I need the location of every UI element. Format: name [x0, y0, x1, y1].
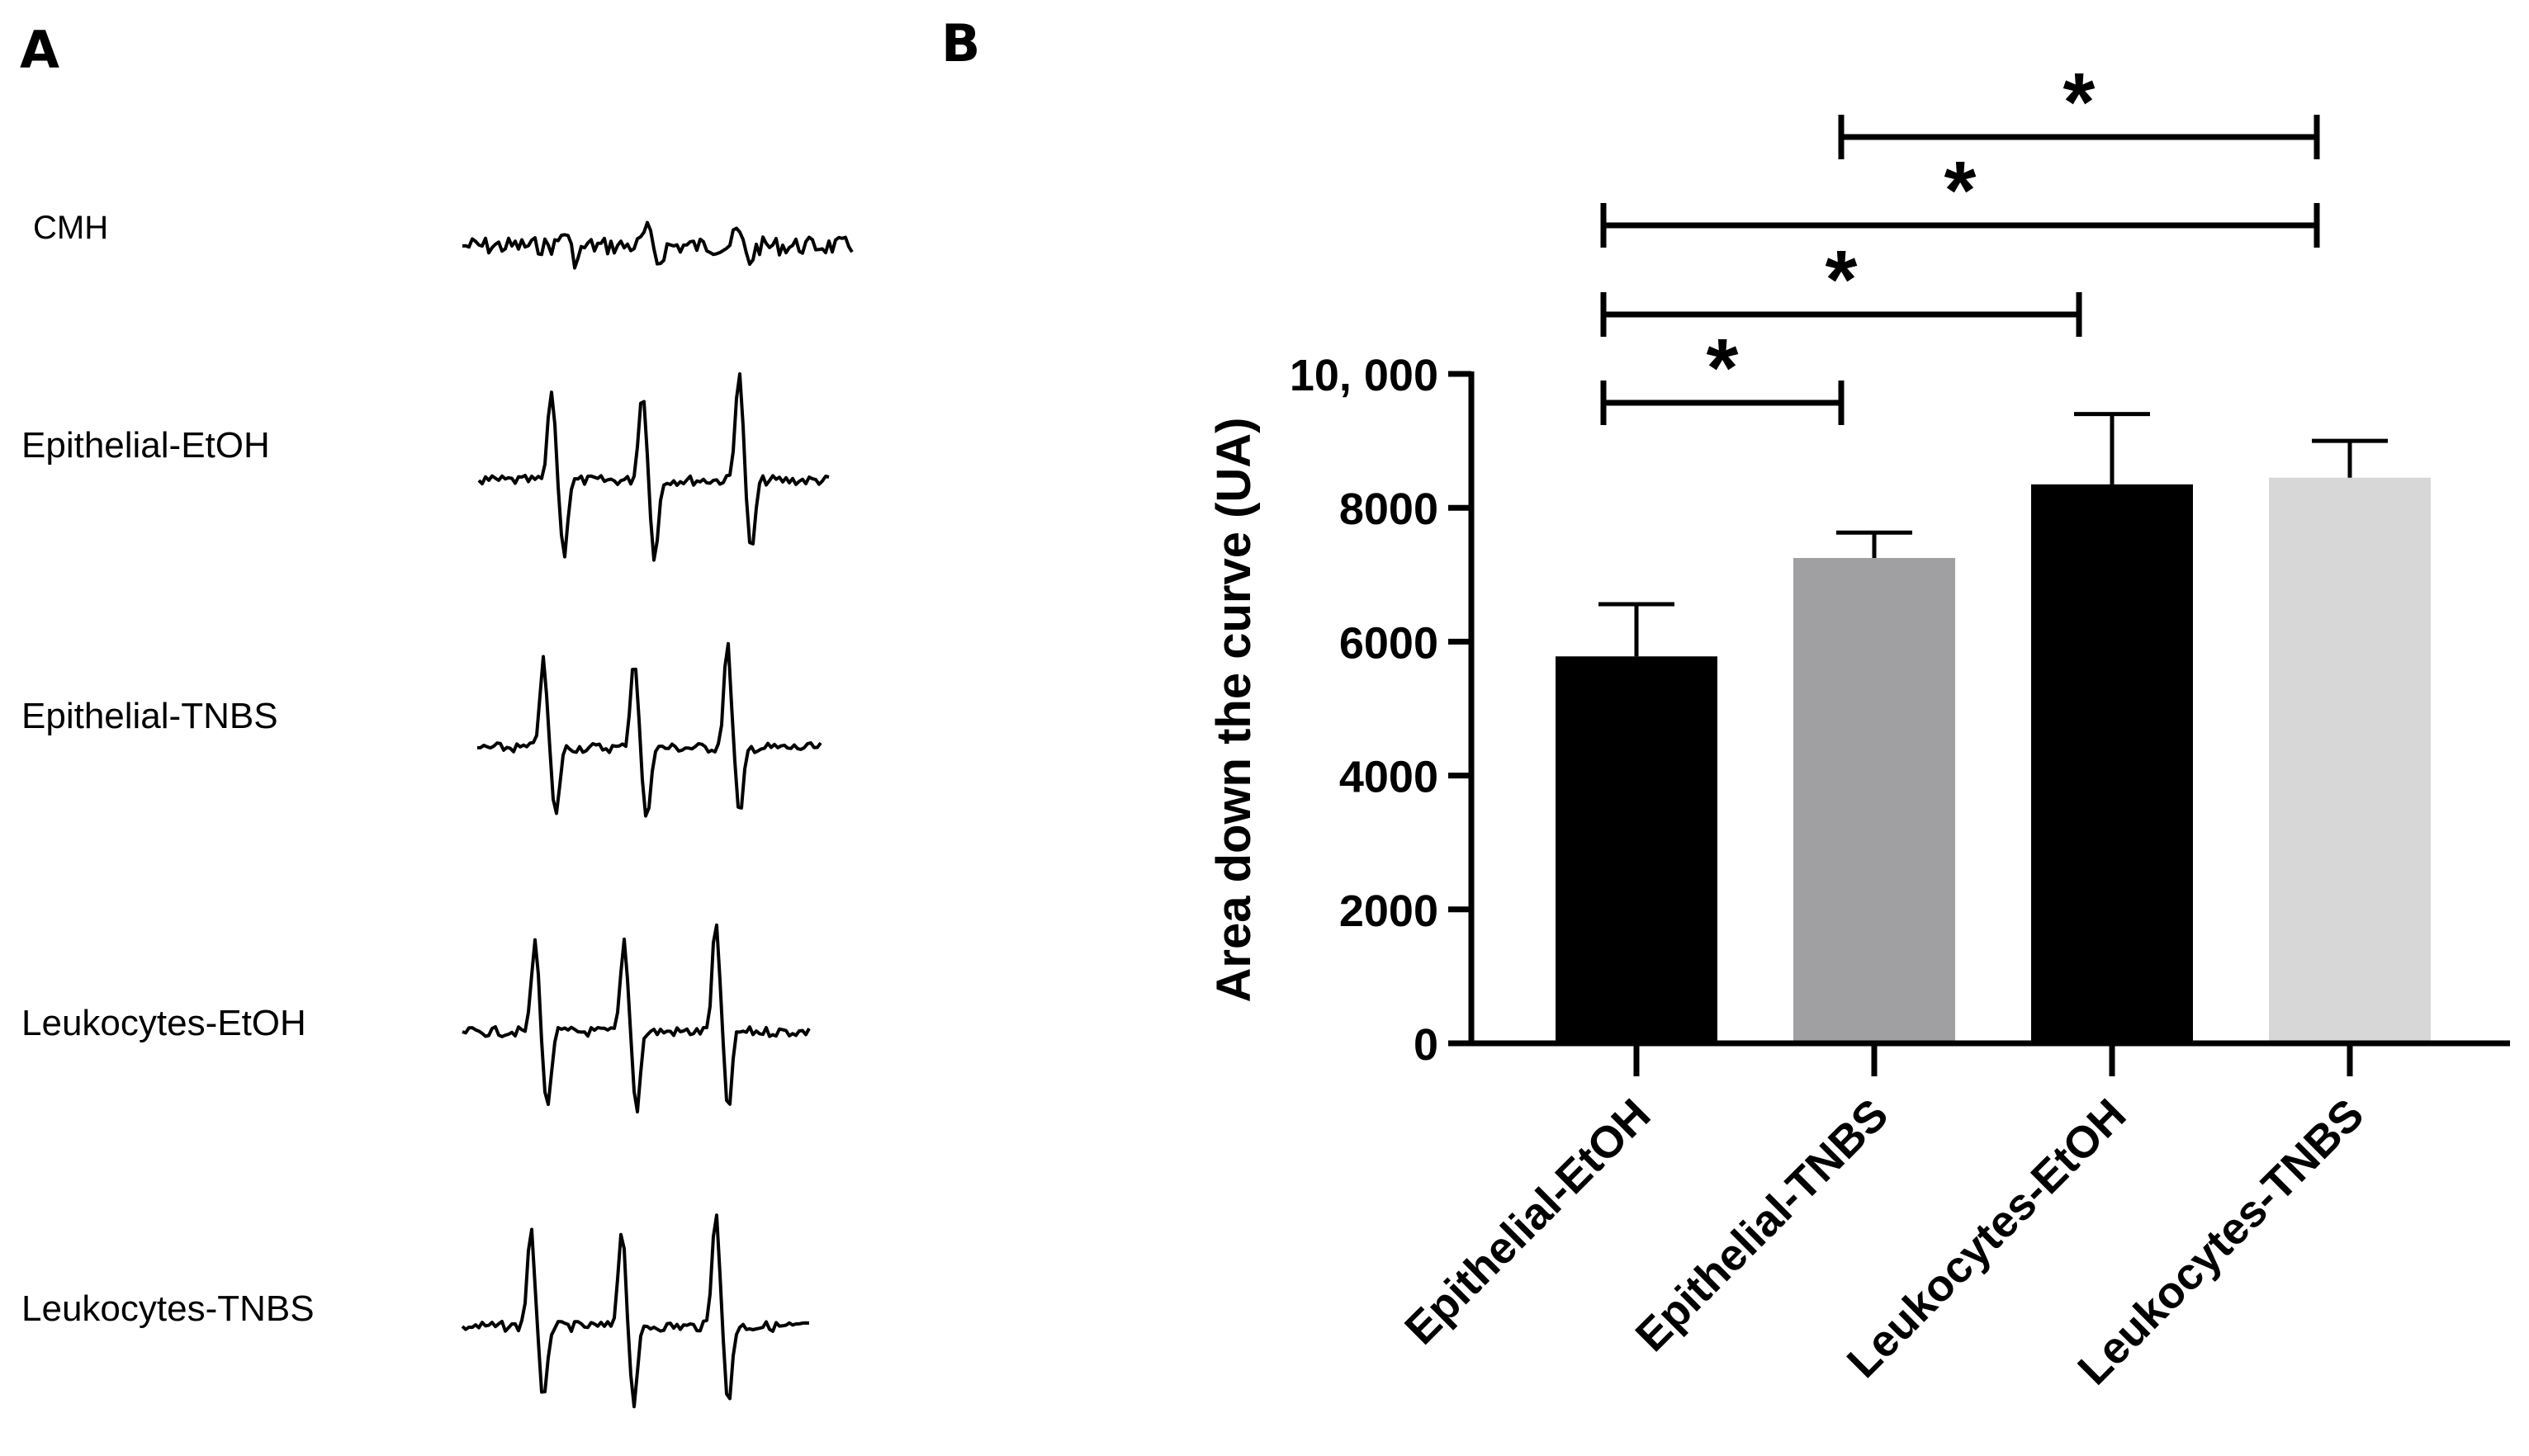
- y-tick-label-3: 6000: [1339, 618, 1438, 668]
- panel-a-label: A: [20, 20, 59, 80]
- y-axis-label: Area down the curve (UA): [1207, 418, 1261, 1003]
- bar-2: [2031, 484, 2193, 1043]
- trace-epithelial-tnbs: [476, 641, 822, 818]
- trace-leukocytes-etoh: [462, 923, 811, 1113]
- y-tick-label-5: 10, 000: [1290, 351, 1438, 400]
- trace-label-epithelial-tnbs: Epithelial-TNBS: [21, 696, 278, 736]
- bar-3: [2269, 477, 2431, 1043]
- y-tick-label-1: 2000: [1339, 886, 1438, 936]
- y-tick-label-2: 4000: [1339, 753, 1438, 802]
- trace-label-leukocytes-etoh: Leukocytes-EtOH: [21, 1003, 306, 1043]
- sig-star-1: *: [1826, 234, 1858, 326]
- x-tick-label-1: Epithelial-TNBS: [1627, 1090, 1898, 1361]
- trace-epithelial-etoh: [477, 372, 830, 562]
- bar-1: [1793, 558, 1955, 1043]
- panel-b-label: B: [941, 13, 981, 73]
- bars: [1556, 412, 2431, 1043]
- x-tick-labels: Epithelial-EtOHEpithelial-TNBSLeukocytes…: [1395, 1090, 2373, 1394]
- sig-star-0: *: [1707, 322, 1739, 414]
- y-tick-label-4: 8000: [1339, 485, 1438, 534]
- sig-star-2: *: [1944, 144, 1977, 237]
- x-tick-label-0: Epithelial-EtOH: [1395, 1090, 1660, 1354]
- axes: [1448, 371, 2510, 1076]
- trace-label-epithelial-etoh: Epithelial-EtOH: [21, 425, 270, 466]
- y-tick-label-0: 0: [1414, 1020, 1438, 1070]
- trace-label-leukocytes-tnbs: Leukocytes-TNBS: [21, 1288, 315, 1329]
- y-tick-labels: 0 2000 4000 6000 8000 10, 000: [1290, 351, 1438, 1070]
- sig-star-3: *: [2063, 56, 2096, 149]
- significance-brackets: * * * *: [1600, 56, 2320, 425]
- epr-traces: [461, 220, 854, 1409]
- trace-leukocytes-tnbs: [461, 1213, 810, 1409]
- trace-label-cmh: CMH: [33, 210, 109, 246]
- trace-cmh: [462, 220, 854, 270]
- bar-0: [1556, 656, 1717, 1043]
